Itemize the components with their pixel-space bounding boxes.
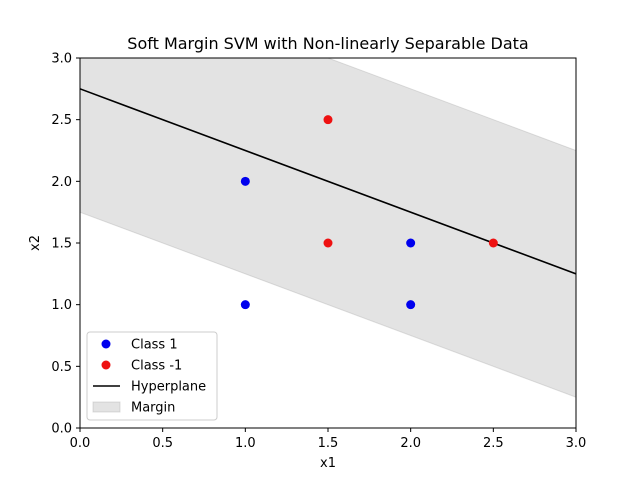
legend-box (86, 331, 218, 421)
margin-band (80, 58, 576, 398)
y-tick-label: 2.0 (51, 175, 72, 190)
class-neg1-point (488, 238, 498, 248)
y-tick-label: 1.0 (51, 298, 72, 313)
x-tick-label: 1.0 (235, 436, 256, 451)
y-tick-label: 2.5 (51, 113, 72, 128)
class-1-point (406, 300, 416, 310)
class-neg1-point (323, 238, 333, 248)
legend-label: Hyperplane (131, 380, 206, 395)
y-axis-label: x2 (28, 235, 43, 251)
y-tick-label: 3.0 (51, 52, 72, 67)
y-tick-label: 1.5 (51, 237, 72, 252)
axes: 0.0 0.5 1.0 1.5 2.0 2.5 3.0 0.0 0.5 1.0 1.5 2.0 2.5 3… (51, 52, 586, 452)
legend-label: Class -1 (131, 359, 182, 374)
legend-marker (92, 401, 121, 413)
x-axis-label: x1 (320, 456, 336, 471)
chart-title: Soft Margin SVM with Non-linearly Separa… (127, 34, 528, 53)
plot-area (80, 58, 576, 398)
x-tick-label: 3.0 (566, 436, 587, 451)
legend-label: Margin (131, 401, 175, 416)
class-1-point (240, 176, 250, 186)
x-tick-label: 2.5 (483, 436, 504, 451)
y-tick-label: 0.0 (51, 422, 72, 437)
class-1-point (240, 300, 250, 310)
class-1-point (406, 238, 416, 248)
class-neg1-point (323, 115, 333, 125)
y-tick-label: 0.5 (51, 360, 72, 375)
x-tick-label: 0.5 (152, 436, 173, 451)
x-tick-label: 2.0 (400, 436, 421, 451)
legend-label: Class 1 (131, 338, 178, 353)
legend-marker (101, 339, 111, 349)
legend: Class 1 Class -1 Hyperplane Margin (86, 331, 218, 421)
legend-marker (101, 360, 111, 370)
x-tick-label: 0.0 (70, 436, 91, 451)
x-tick-label: 1.5 (318, 436, 339, 451)
